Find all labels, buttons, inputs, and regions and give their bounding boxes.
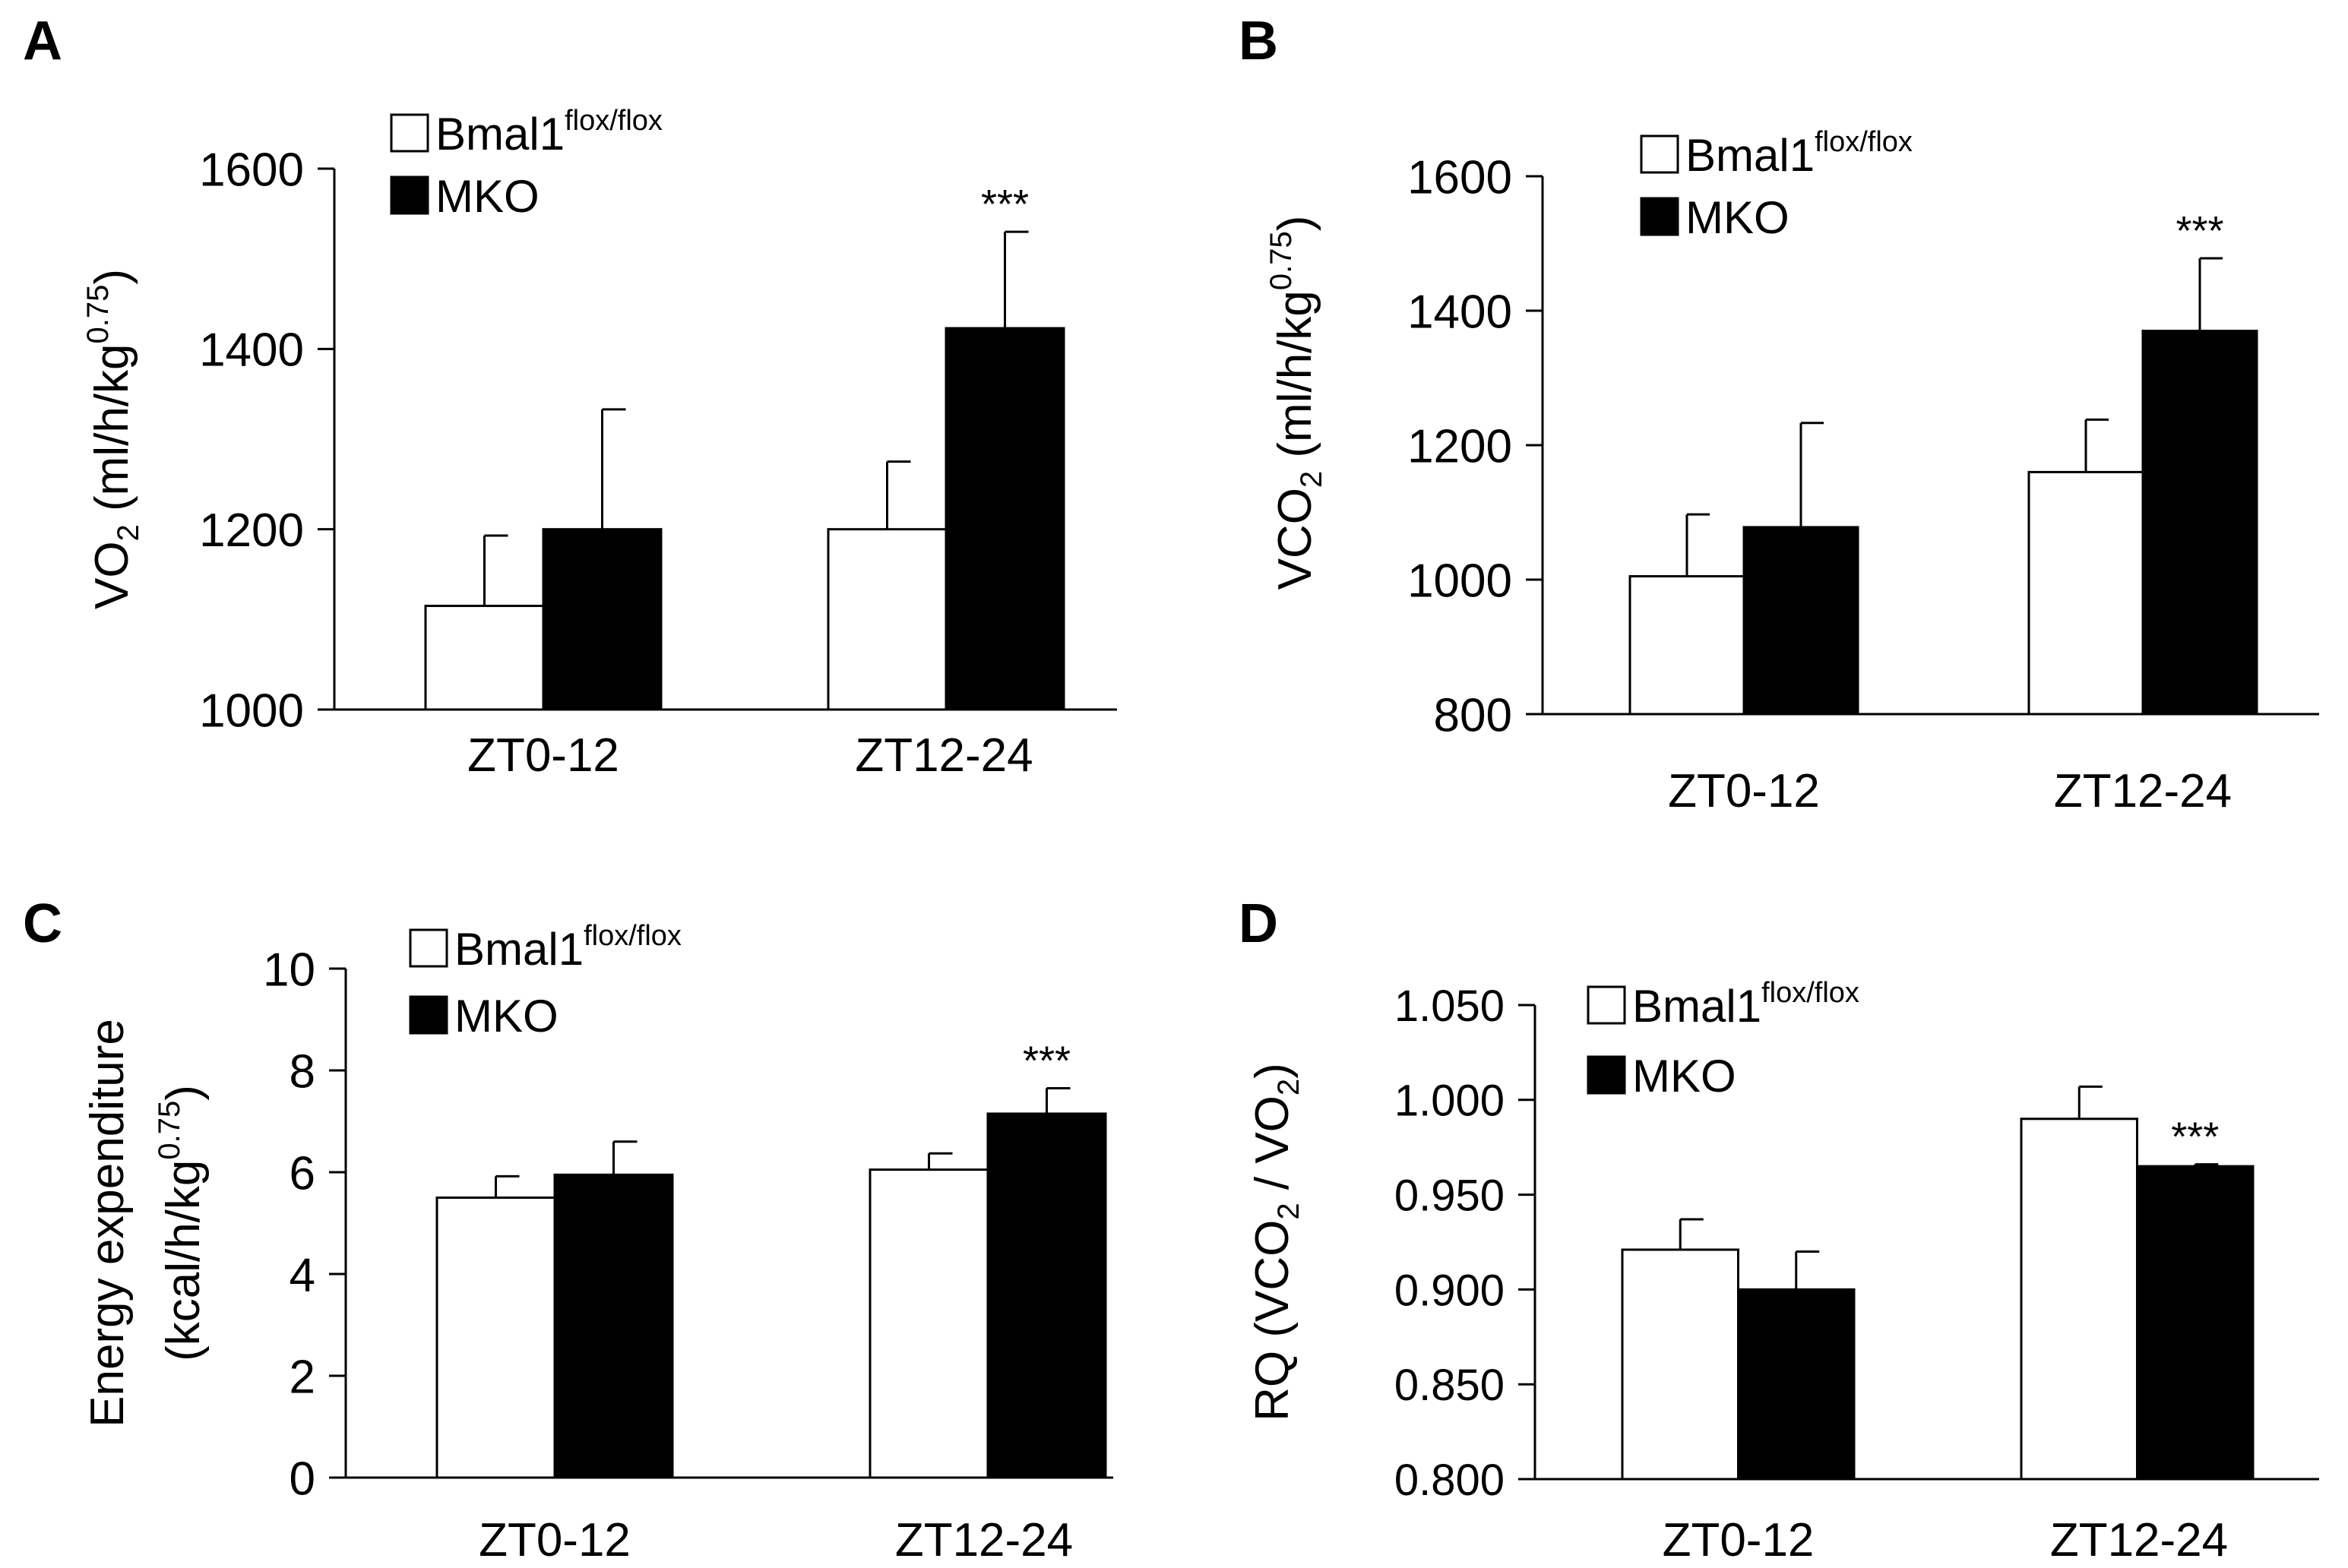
y-tick-label: 10 xyxy=(263,944,315,996)
y-axis-label-line1: Energy expenditure xyxy=(81,1019,134,1427)
significance-label: *** xyxy=(1023,1038,1071,1083)
y-tick-label: 0.800 xyxy=(1394,1456,1505,1505)
y-tick-label: 0 xyxy=(290,1453,315,1505)
bar-mko-zt12-24 xyxy=(986,1112,1107,1479)
bar-mko-zt12-24 xyxy=(2136,1165,2255,1481)
y-tick-label: 8 xyxy=(290,1045,315,1098)
x-tick-label: ZT0-12 xyxy=(467,729,619,782)
legend-label-bmal1: Bmal1flox/flox xyxy=(1685,126,1913,181)
bar-mko-zt0-12 xyxy=(1742,526,1859,716)
significance-label: *** xyxy=(2171,1114,2219,1160)
legend-label-bmal1: Bmal1flox/flox xyxy=(1632,977,1859,1032)
y-tick-label: 6 xyxy=(290,1147,315,1200)
x-tick-label: ZT0-12 xyxy=(479,1514,631,1566)
x-tick-label: ZT0-12 xyxy=(1663,1514,1815,1566)
y-tick-label: 4 xyxy=(290,1249,315,1301)
bar-mko-zt0-12 xyxy=(553,1173,674,1479)
y-tick-label: 1400 xyxy=(199,324,304,377)
y-tick-label: 0.950 xyxy=(1394,1171,1505,1220)
legend-swatch-mko xyxy=(390,175,429,215)
y-tick-label: 800 xyxy=(1434,689,1512,741)
y-tick-label: 0.850 xyxy=(1394,1361,1505,1410)
legend-label-bmal1: Bmal1flox/flox xyxy=(435,105,663,160)
significance-label: *** xyxy=(2176,208,2223,254)
y-axis-label: (kcal/h/kg0.75) xyxy=(153,1085,210,1361)
bar-mko-zt12-24 xyxy=(945,327,1065,711)
panel-letter-d: D xyxy=(1239,893,1278,954)
legend-swatch-bmal1 xyxy=(390,113,429,153)
bar-bmal1-zt0-12 xyxy=(1621,1248,1739,1481)
panel-c: C 0 2 4 6 8 10 ZT0-12 ZT12-24 *** Bmal1flox/flox MK… xyxy=(23,893,1113,1566)
panel-a: A 1000 1200 1400 1600 ZT0-12 ZT12-24 *** Bmal1fl… xyxy=(23,11,1117,782)
y-axis-label: VCO2 (ml/h/kg0.75) xyxy=(1264,216,1328,590)
bar-mko-zt0-12 xyxy=(542,528,663,711)
y-tick-label: 2 xyxy=(290,1351,315,1403)
panel-d: D 0.800 0.850 0.900 0.950 1.000 1.050 ZT0-12 ZT1… xyxy=(1239,893,2319,1566)
legend-swatch-bmal1 xyxy=(409,928,448,968)
panel-letter-b: B xyxy=(1239,11,1278,71)
significance-label: *** xyxy=(981,182,1029,227)
x-tick-label: ZT12-24 xyxy=(895,1514,1073,1566)
bar-bmal1-zt12-24 xyxy=(869,1168,989,1479)
bar-mko-zt12-24 xyxy=(2141,330,2258,716)
legend-label-mko: MKO xyxy=(1685,192,1789,243)
y-axis-label: VO2 (ml/h/kg0.75) xyxy=(81,269,145,609)
legend-label-mko: MKO xyxy=(454,991,559,1042)
bar-bmal1-zt0-12 xyxy=(435,1197,556,1479)
bar-bmal1-zt12-24 xyxy=(2027,470,2144,716)
y-tick-label: 1.000 xyxy=(1394,1076,1505,1126)
bar-bmal1-zt0-12 xyxy=(1628,575,1745,716)
legend-swatch-mko xyxy=(1640,197,1679,236)
x-tick-label: ZT12-24 xyxy=(2054,765,2232,817)
y-tick-label: 1200 xyxy=(1407,420,1512,473)
legend-label-bmal1: Bmal1flox/flox xyxy=(454,920,682,975)
panel-letter-a: A xyxy=(23,11,62,71)
panel-b: B 800 1000 1200 1400 1600 ZT0-12 ZT12-24 *** Bmal… xyxy=(1239,11,2319,817)
legend-swatch-mko xyxy=(1587,1055,1626,1095)
x-tick-label: ZT0-12 xyxy=(1668,765,1820,817)
y-tick-label: 1600 xyxy=(1407,151,1512,204)
legend-label-mko: MKO xyxy=(435,171,540,222)
y-axis-label: RQ (VCO2 / VO2) xyxy=(1246,1063,1305,1421)
bar-bmal1-zt12-24 xyxy=(2020,1118,2138,1481)
x-tick-label: ZT12-24 xyxy=(855,729,1033,782)
y-tick-label: 1000 xyxy=(199,684,304,737)
x-tick-label: ZT12-24 xyxy=(2050,1514,2228,1566)
bar-bmal1-zt12-24 xyxy=(827,528,948,711)
bar-mko-zt0-12 xyxy=(1737,1288,1856,1481)
panel-letter-c: C xyxy=(23,893,62,954)
y-tick-label: 1.050 xyxy=(1394,982,1505,1031)
y-tick-label: 1400 xyxy=(1407,286,1512,338)
legend-swatch-bmal1 xyxy=(1587,985,1626,1025)
bar-bmal1-zt0-12 xyxy=(424,605,545,711)
legend-swatch-bmal1 xyxy=(1640,134,1679,174)
y-tick-label: 1000 xyxy=(1407,555,1512,607)
legend-label-mko: MKO xyxy=(1632,1051,1736,1102)
y-tick-label: 1200 xyxy=(199,504,304,557)
y-tick-label: 0.900 xyxy=(1394,1266,1505,1315)
y-tick-label: 1600 xyxy=(199,144,304,196)
legend-swatch-mko xyxy=(409,995,448,1035)
